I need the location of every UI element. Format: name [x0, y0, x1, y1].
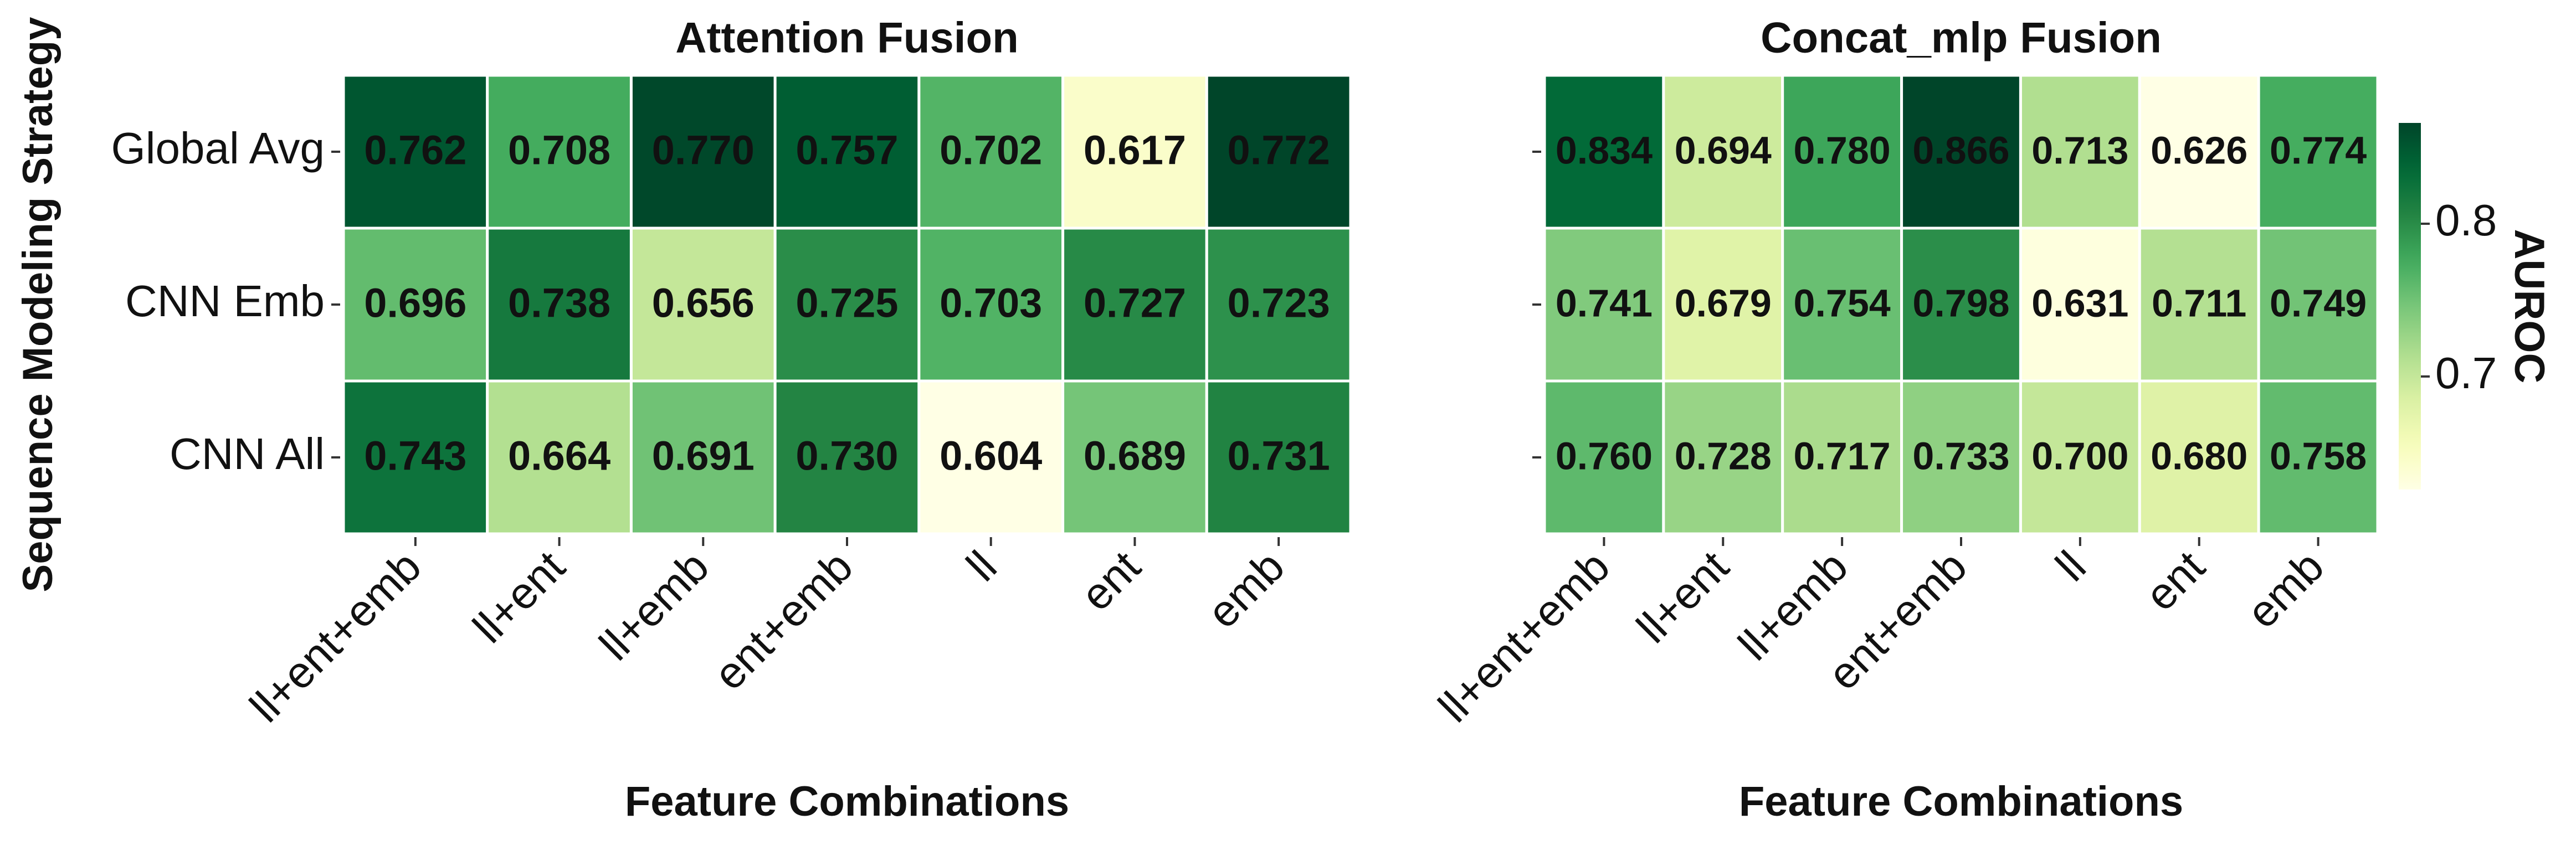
- x-tick-label: emb: [2238, 542, 2333, 637]
- x-tick-label: ent: [2136, 542, 2214, 620]
- cell-label: 0.691: [652, 433, 755, 479]
- cell-label: 0.727: [1084, 280, 1186, 326]
- y-axis-label: Sequence Modeling Strategy: [14, 17, 61, 593]
- cell-label: 0.689: [1084, 433, 1186, 479]
- y-tick-label: Global Avg: [111, 123, 325, 173]
- cell-label: 0.626: [2151, 128, 2247, 172]
- cell-label: 0.754: [1794, 281, 1891, 324]
- x-tick-label: ll: [957, 542, 1006, 590]
- heatmap-cell: [1781, 74, 1903, 230]
- cell-label: 0.834: [1556, 128, 1653, 172]
- heatmap-cell: [629, 379, 777, 535]
- x-tick-label: emb: [1198, 542, 1294, 637]
- heatmap-cell: [1781, 379, 1903, 535]
- cell-label: 0.711: [2152, 281, 2246, 324]
- x-tick-label: ll+ent: [1627, 542, 1738, 652]
- cell-label: 0.762: [364, 127, 466, 173]
- chart-title: Concat_mlp Fusion: [1761, 13, 2162, 62]
- x-tick-label: ll+emb: [590, 542, 718, 669]
- colorbar: [2399, 123, 2421, 490]
- heatmap-cell: [629, 226, 777, 383]
- cell-label: 0.730: [796, 433, 898, 479]
- x-tick-label: ll+ent+emb: [240, 542, 430, 731]
- x-tick-label: ent: [1071, 542, 1150, 620]
- heatmap-cell: [2138, 74, 2260, 230]
- cell-label: 0.760: [1556, 434, 1653, 477]
- x-tick-label: ll+ent+emb: [1429, 542, 1619, 731]
- cell-label: 0.702: [940, 127, 1042, 173]
- x-tick-label: ent+emb: [704, 542, 862, 699]
- cell-label: 0.713: [2031, 128, 2128, 172]
- cell-label: 0.733: [1912, 434, 2009, 477]
- cell-label: 0.798: [1912, 281, 2009, 324]
- heatmap-cell: [2019, 379, 2141, 535]
- cell-label: 0.700: [2031, 434, 2128, 477]
- x-axis-label: Feature Combinations: [1739, 778, 2183, 825]
- heatmap-cell: [917, 226, 1065, 383]
- heatmap-cell: [1662, 226, 1784, 383]
- heatmap-cell: [1662, 379, 1784, 535]
- cell-label: 0.749: [2270, 281, 2367, 324]
- cell-label: 0.617: [1084, 127, 1186, 173]
- cell-label: 0.703: [940, 280, 1042, 326]
- cell-label: 0.743: [364, 433, 466, 479]
- cell-label: 0.774: [2270, 128, 2367, 172]
- heatmap-cell: [342, 226, 489, 383]
- heatmap-cell: [2138, 379, 2260, 535]
- cell-label: 0.770: [652, 127, 755, 173]
- cell-label: 0.723: [1228, 280, 1330, 326]
- x-tick-label: ll: [2046, 542, 2095, 590]
- cell-label: 0.757: [796, 127, 898, 173]
- cell-label: 0.708: [508, 127, 610, 173]
- cell-label: 0.725: [796, 280, 898, 326]
- heatmap-cell: [1205, 226, 1352, 383]
- cell-label: 0.679: [1675, 281, 1772, 324]
- heatmap-cell: [1205, 379, 1352, 535]
- cell-label: 0.631: [2031, 281, 2128, 324]
- heatmap-cell: [486, 379, 633, 535]
- chart-title: Attention Fusion: [675, 13, 1019, 62]
- heatmap-cell: [2257, 74, 2379, 230]
- heatmap-cell: [1061, 74, 1208, 230]
- heatmap-cell: [2257, 379, 2379, 535]
- cell-label: 0.866: [1912, 128, 2009, 172]
- x-axis-label: Feature Combinations: [625, 778, 1069, 825]
- heatmap-cell: [1061, 379, 1208, 535]
- colorbar-label: AUROC: [2506, 229, 2553, 384]
- heatmap-cell: [773, 379, 921, 535]
- cell-label: 0.656: [652, 280, 755, 326]
- heatmap-cell: [629, 74, 777, 230]
- cell-label: 0.604: [940, 433, 1042, 479]
- cell-label: 0.694: [1675, 128, 1772, 172]
- cell-label: 0.728: [1675, 434, 1772, 477]
- heatmap-cell: [2019, 226, 2141, 383]
- cell-label: 0.772: [1228, 127, 1330, 173]
- cell-label: 0.731: [1228, 433, 1330, 479]
- cell-label: 0.758: [2270, 434, 2367, 477]
- heatmap-cell: [1900, 74, 2022, 230]
- colorbar-tick-label: 0.8: [2435, 195, 2497, 245]
- heatmap-cell: [486, 74, 633, 230]
- x-tick-label: ll+ent: [464, 542, 574, 652]
- cell-label: 0.738: [508, 280, 610, 326]
- y-tick-label: CNN All: [170, 429, 325, 478]
- heatmap-cell: [342, 74, 489, 230]
- cell-label: 0.664: [508, 433, 610, 479]
- cell-label: 0.696: [364, 280, 466, 326]
- colorbar-tick-label: 0.7: [2435, 348, 2497, 398]
- cell-label: 0.680: [2151, 434, 2247, 477]
- cell-label: 0.780: [1794, 128, 1891, 172]
- cell-label: 0.717: [1794, 434, 1891, 477]
- heatmap-cell: [1900, 379, 2022, 535]
- y-tick-label: CNN Emb: [125, 276, 325, 326]
- heatmap-cell: [1543, 226, 1665, 383]
- cell-label: 0.741: [1556, 281, 1653, 324]
- heatmap-cell: [917, 379, 1065, 535]
